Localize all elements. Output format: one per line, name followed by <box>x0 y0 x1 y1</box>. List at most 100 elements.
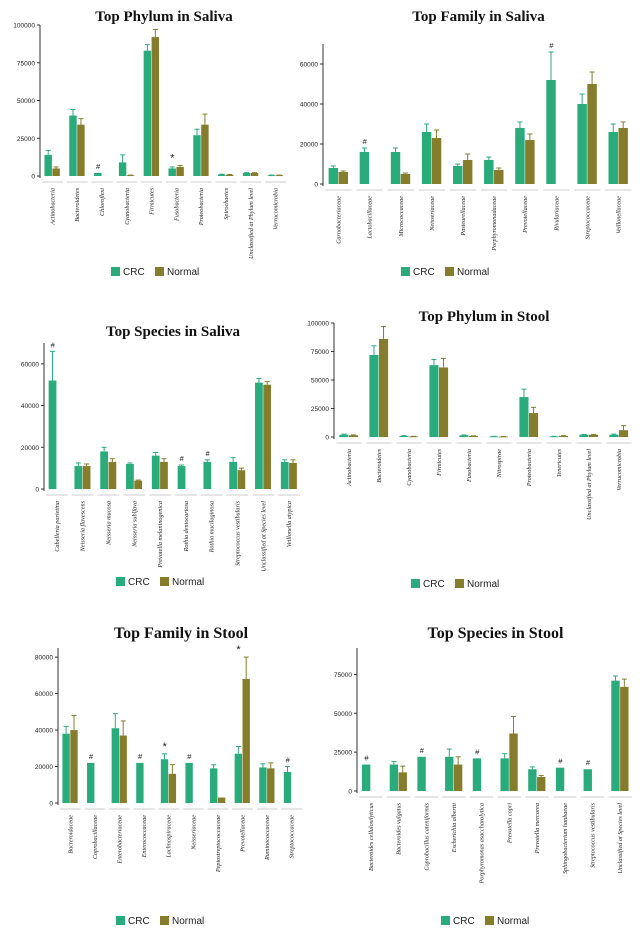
bar-normal <box>237 470 246 489</box>
bar-crc <box>421 132 432 184</box>
bar-normal <box>226 174 234 176</box>
legend-label-normal: Normal <box>457 267 489 278</box>
x-category-label: Bacteroidetes <box>74 187 81 221</box>
legend-label-crc: CRC <box>123 267 145 278</box>
x-category-label: Prevotellaceae <box>522 196 529 234</box>
y-tick-label: 50000 <box>17 98 35 105</box>
legend-swatch-crc <box>441 916 450 925</box>
bar-normal <box>151 37 160 176</box>
x-category-label: Unclassified at Phylum level <box>248 188 255 259</box>
y-tick-label: 75000 <box>17 60 35 67</box>
bar-crc <box>48 380 57 489</box>
y-tick-label: 25000 <box>311 406 329 413</box>
bar-crc <box>136 762 144 803</box>
x-category-label: Bacteroidaceae <box>67 815 74 854</box>
bar-normal <box>619 430 629 437</box>
x-category-label: Sphingobacterium hanbaeae <box>562 803 569 874</box>
bar-normal <box>275 175 284 177</box>
bar-crc <box>528 769 537 791</box>
legend-swatch-normal <box>455 579 464 588</box>
significance-marker: # <box>558 757 563 766</box>
bar-crc <box>185 762 193 803</box>
legend-label-crc: CRC <box>413 267 435 278</box>
x-category-label: Cyanobacteria <box>124 188 131 225</box>
bar-normal <box>469 436 479 437</box>
bar-normal <box>119 735 127 803</box>
bar-normal <box>499 436 509 438</box>
y-tick-label: 0 <box>314 182 318 189</box>
x-category-label: Actinobacteria <box>346 449 353 487</box>
legend-label-crc: CRC <box>128 577 150 588</box>
bar-normal <box>217 797 226 803</box>
legend-swatch-normal <box>160 577 169 586</box>
x-category-label: Spirochaetes <box>223 187 230 219</box>
bar-crc <box>555 767 565 791</box>
bar-normal <box>620 686 629 791</box>
bar-crc <box>234 753 242 803</box>
y-tick-label: 25000 <box>334 750 352 757</box>
significance-marker: # <box>180 454 185 463</box>
bar-crc <box>452 166 463 184</box>
x-category-label: Bacteroides vulgatus <box>396 802 403 854</box>
x-category-label: Prevotella melaninogenica <box>157 501 164 569</box>
significance-marker: # <box>364 754 369 763</box>
bar-crc <box>111 728 119 803</box>
x-category-label: Coprobacillus cateniformis <box>423 802 430 870</box>
x-category-label: Streptococcus vestibularis <box>589 802 596 867</box>
chart-panel-5: Top Family in Stool 0 20000 40000 60000 80000… <box>35 625 303 927</box>
legend: CRC Normal <box>401 267 489 278</box>
bar-crc <box>445 756 454 791</box>
y-tick-label: 20000 <box>300 142 318 149</box>
y-tick-label: 60000 <box>21 361 39 368</box>
legend-swatch-crc <box>411 579 420 588</box>
x-category-label: Firmicutes <box>436 448 443 476</box>
bar-crc <box>546 80 556 184</box>
y-tick-label: 20000 <box>21 445 39 452</box>
bar-crc <box>361 764 371 791</box>
bar-crc <box>87 762 95 803</box>
bar-crc <box>583 769 592 791</box>
chart-title: Top Species in Saliva <box>106 324 241 340</box>
chart-title: Top Phylum in Stool <box>419 309 550 325</box>
y-tick-label: 50000 <box>311 378 329 385</box>
bar-normal <box>52 168 60 176</box>
bar-crc <box>62 733 70 803</box>
x-category-label: Escherichia albertii <box>451 803 458 854</box>
bar-crc <box>500 758 509 791</box>
significance-marker: * <box>163 741 168 753</box>
x-category-label: Prevotellaceae <box>240 815 247 853</box>
significance-marker: # <box>205 449 210 458</box>
bar-normal <box>400 174 411 184</box>
bar-normal <box>587 84 597 184</box>
y-tick-label: 80000 <box>35 655 53 662</box>
legend-swatch-normal <box>485 916 494 925</box>
bar-crc <box>515 128 525 184</box>
significance-marker: # <box>549 41 554 50</box>
bar-crc <box>44 154 52 176</box>
bar-normal <box>242 679 250 803</box>
x-category-label: Verrucomicrobia <box>273 188 280 230</box>
y-tick-label: 60000 <box>300 62 318 69</box>
bar-crc <box>429 365 439 437</box>
bar-crc <box>210 768 218 803</box>
legend-label-crc: CRC <box>423 579 445 590</box>
y-tick-label: 20000 <box>35 764 53 771</box>
bar-crc <box>359 152 370 184</box>
bar-crc <box>611 680 620 791</box>
y-tick-label: 75000 <box>311 349 329 356</box>
bar-normal <box>70 730 78 803</box>
legend-label-normal: Normal <box>467 579 499 590</box>
bar-crc <box>118 162 127 176</box>
x-category-label: Nitrospirae <box>496 449 503 479</box>
bar-crc <box>193 135 201 176</box>
x-category-label: Bacteroides cellulosilyticus <box>368 802 375 871</box>
bar-normal <box>168 773 177 803</box>
bar-normal <box>494 170 504 184</box>
bar-crc <box>94 172 102 176</box>
bar-crc <box>339 434 349 437</box>
bar-crc <box>328 168 339 184</box>
legend-swatch-crc <box>116 916 125 925</box>
bar-normal <box>201 124 209 176</box>
bar-crc <box>459 435 469 437</box>
bar-crc <box>168 168 176 176</box>
